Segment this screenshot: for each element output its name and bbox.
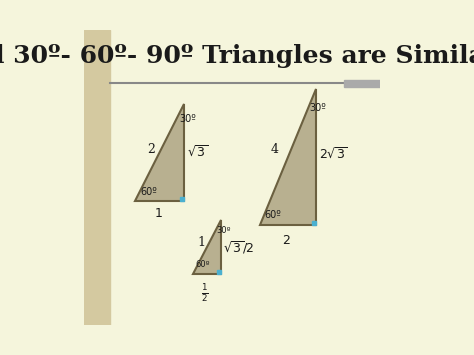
Text: $\sqrt{3}$/2: $\sqrt{3}$/2	[223, 240, 254, 256]
Text: All 30º- 60º- 90º Triangles are Similar!: All 30º- 60º- 90º Triangles are Similar!	[0, 44, 474, 68]
Bar	[344, 80, 380, 87]
Polygon shape	[260, 89, 316, 225]
Bar	[83, 29, 110, 326]
Text: 60º: 60º	[140, 187, 157, 197]
Text: $\frac{1}{2}$: $\frac{1}{2}$	[201, 282, 209, 304]
Text: 30º: 30º	[179, 114, 196, 124]
Text: $\sqrt{3}$: $\sqrt{3}$	[187, 145, 208, 160]
Polygon shape	[180, 197, 184, 201]
Polygon shape	[217, 270, 221, 274]
Polygon shape	[312, 221, 316, 225]
Text: 30º: 30º	[216, 226, 231, 235]
Polygon shape	[136, 104, 184, 201]
Text: 2: 2	[147, 143, 155, 156]
Text: 1: 1	[197, 236, 205, 249]
Text: $2\sqrt{3}$: $2\sqrt{3}$	[319, 146, 348, 162]
Text: 1: 1	[154, 207, 162, 220]
Text: 4: 4	[271, 143, 278, 156]
Text: 60º: 60º	[264, 211, 282, 220]
Polygon shape	[193, 220, 221, 274]
Text: 60º: 60º	[195, 260, 210, 269]
Text: 30º: 30º	[310, 103, 326, 113]
Text: 2: 2	[283, 234, 290, 247]
